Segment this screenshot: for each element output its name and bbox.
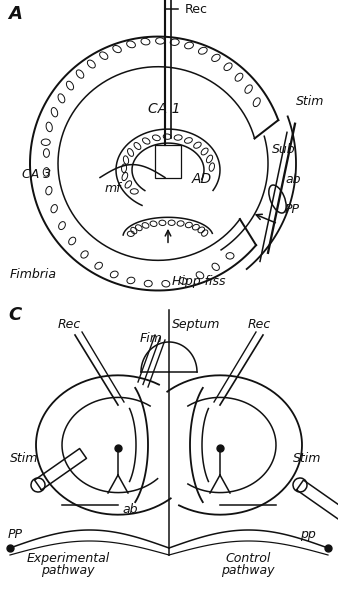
Text: pp: pp xyxy=(300,528,316,541)
Text: AD: AD xyxy=(192,172,212,186)
Text: Stim: Stim xyxy=(293,452,321,465)
Text: C: C xyxy=(8,306,21,324)
Text: Septum: Septum xyxy=(172,318,220,331)
Text: ab: ab xyxy=(285,173,300,186)
Text: Experimental: Experimental xyxy=(26,552,110,565)
Text: PP: PP xyxy=(285,203,300,216)
Text: CA 1: CA 1 xyxy=(148,102,180,116)
Text: pathway: pathway xyxy=(221,564,275,577)
Text: Sub: Sub xyxy=(272,143,296,156)
Text: Hipp fiss: Hipp fiss xyxy=(172,275,225,288)
Text: Stim: Stim xyxy=(10,452,39,465)
Text: Stim: Stim xyxy=(296,95,324,109)
Text: pathway: pathway xyxy=(41,564,95,577)
Text: Fim: Fim xyxy=(140,332,163,345)
Text: mf: mf xyxy=(105,182,121,194)
Text: CA 3: CA 3 xyxy=(22,167,51,181)
Text: Fimbria: Fimbria xyxy=(10,268,57,281)
Bar xyxy=(155,145,181,178)
Text: Rec: Rec xyxy=(248,318,271,331)
Text: A: A xyxy=(8,5,22,23)
Text: ab: ab xyxy=(122,503,138,516)
Text: PP: PP xyxy=(8,528,23,541)
Text: Control: Control xyxy=(225,552,271,565)
Text: Rec: Rec xyxy=(58,318,81,331)
Text: Rec: Rec xyxy=(185,3,208,16)
